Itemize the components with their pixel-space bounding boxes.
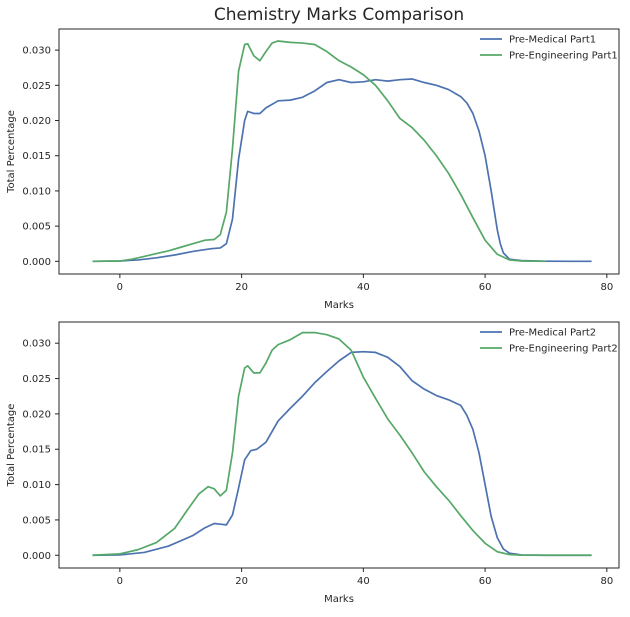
x-tick-label: 80 [600,282,613,293]
y-tick-label: 0.000 [22,551,51,562]
x-tick-label: 60 [479,576,492,587]
x-tick-label: 40 [357,282,370,293]
series-line-2 [92,40,546,263]
axes-part2: 0 20 40 60 80 0.000 0.005 0.010 0.015 0.020 0.025 0… [6,321,620,605]
y-axis-label: Total Percentage [6,404,17,488]
x-tick-label: 40 [357,576,370,587]
x-tick-label: 0 [117,282,123,293]
series-line-2 [92,331,592,557]
y-tick-label: 0.020 [22,409,51,420]
x-tick-label: 20 [235,576,248,587]
figure-title: Chemistry Marks Comparison [214,5,464,25]
legend: Pre-Medical Part2 Pre-Engineering Part2 [480,328,618,355]
y-tick-label: 0.030 [22,339,51,350]
legend-label: Pre-Engineering Part1 [509,51,618,62]
axes-frame [58,28,620,275]
y-tick-label: 0.020 [22,116,51,127]
legend-label: Pre-Engineering Part2 [509,344,618,355]
x-tick-label: 80 [600,576,613,587]
y-tick-label: 0.025 [22,374,51,385]
y-tick-label: 0.015 [22,445,51,456]
x-tick-label: 20 [235,282,248,293]
y-tick-label: 0.000 [22,257,51,268]
x-tick-label: 60 [479,282,492,293]
y-tick-label: 0.005 [22,222,51,233]
legend-label: Pre-Medical Part1 [509,35,596,46]
y-tick-label: 0.030 [22,46,51,57]
x-tick-label: 0 [117,576,123,587]
x-axis-label: Marks [324,594,354,605]
series-line-1 [92,78,592,263]
y-axis-label: Total Percentage [6,110,17,194]
y-tick-label: 0.025 [22,81,51,92]
y-tick-label: 0.010 [22,480,51,491]
series-line-1 [92,350,592,557]
y-tick-label: 0.015 [22,151,51,162]
axes-frame [58,321,620,569]
y-tick-label: 0.005 [22,515,51,526]
y-tick-label: 0.010 [22,186,51,197]
axes-part1: 0 20 40 60 80 0.000 0.005 0.010 0.015 0.020 0.025 0… [6,28,620,311]
legend: Pre-Medical Part1 Pre-Engineering Part1 [480,35,618,62]
legend-label: Pre-Medical Part2 [509,328,596,339]
x-axis-label: Marks [324,300,354,311]
